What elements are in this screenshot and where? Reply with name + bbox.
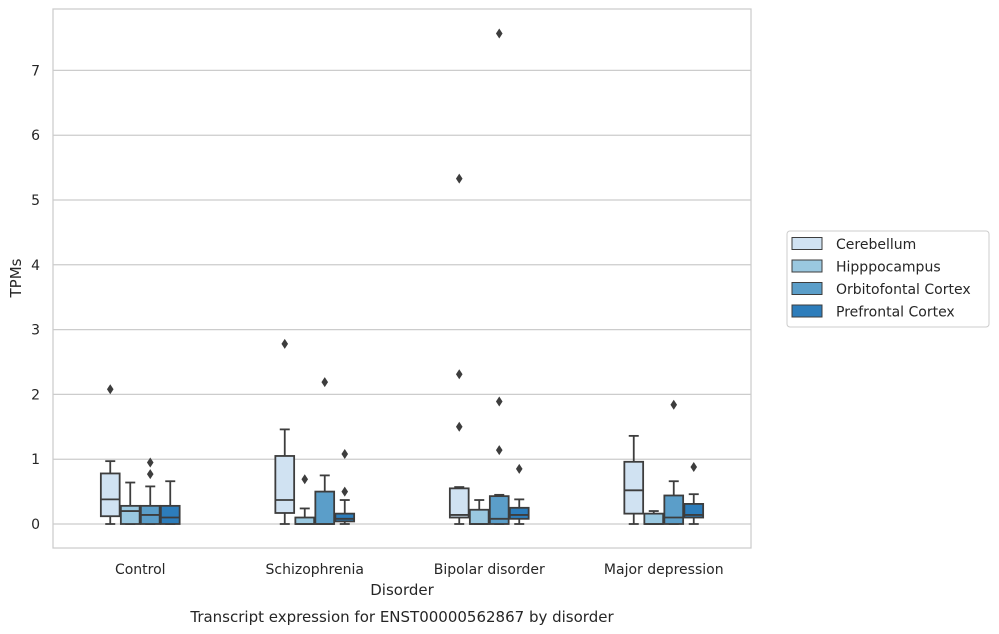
x-tick-labels: Control Schizophrenia Bipolar disorder Majo… xyxy=(115,562,724,578)
box-1-3 xyxy=(334,449,356,525)
outlier-point-2 xyxy=(495,28,503,39)
legend-frame xyxy=(786,230,990,328)
box-body xyxy=(448,487,470,519)
box-body xyxy=(294,516,316,525)
plot-area-frame xyxy=(52,8,752,549)
outlier-point-2 xyxy=(455,173,463,184)
y-tick-label-7: 7 xyxy=(31,63,40,79)
box-1-0 xyxy=(274,338,296,525)
outlier-point-0 xyxy=(146,469,154,480)
box-1-2 xyxy=(314,377,336,525)
outlier-point-1 xyxy=(495,396,503,407)
outlier-point-0 xyxy=(690,461,698,472)
legend-label-0: Cerebellum xyxy=(836,237,916,253)
outlier-point-0 xyxy=(495,445,503,456)
y-tick-label-6: 6 xyxy=(31,128,40,144)
box-body xyxy=(159,504,181,525)
box-body xyxy=(334,512,356,523)
outlier-point-1 xyxy=(455,369,463,380)
outlier-point-0 xyxy=(321,377,329,388)
box-3-0 xyxy=(623,434,645,525)
legend-swatch-1 xyxy=(791,259,823,273)
chart-title: Transcript expression for ENST0000056286… xyxy=(189,608,614,626)
x-tick-label-0: Control xyxy=(115,562,166,578)
box-2-2 xyxy=(488,28,510,525)
box-0-0 xyxy=(99,384,121,525)
outlier-point-0 xyxy=(281,338,289,349)
outlier-point-0 xyxy=(455,421,463,432)
legend-label-2: Orbitofontal Cortex xyxy=(836,282,971,298)
outlier-point-1 xyxy=(341,449,349,460)
legend-label-3: Prefrontal Cortex xyxy=(836,305,955,321)
outlier-point-0 xyxy=(341,486,349,497)
y-tick-labels: 0 1 2 3 4 5 6 7 xyxy=(31,63,40,533)
box-2-3 xyxy=(508,463,530,525)
y-tick-label-0: 0 xyxy=(31,517,40,533)
box-3-2 xyxy=(663,399,685,525)
box-3-3 xyxy=(683,461,705,525)
box-2-1 xyxy=(468,499,490,525)
y-tick-label-2: 2 xyxy=(31,387,40,403)
outlier-point-1 xyxy=(146,457,154,468)
legend-swatch-0 xyxy=(791,237,823,250)
x-tick-label-3: Major depression xyxy=(604,562,724,578)
box-body xyxy=(623,460,645,515)
legend-label-1: Hipppocampus xyxy=(836,260,941,276)
y-tick-label-4: 4 xyxy=(31,258,40,274)
box-body xyxy=(314,490,336,525)
outlier-point-0 xyxy=(106,384,114,395)
legend-swatch-2 xyxy=(791,282,823,295)
box-body xyxy=(663,494,685,525)
box-0-3 xyxy=(159,480,181,525)
legend: Cerebellum Hipppocampus Orbitofontal Corte… xyxy=(786,230,990,328)
x-axis-title: Disorder xyxy=(370,581,434,599)
y-tick-label-1: 1 xyxy=(31,452,40,468)
y-tick-label-5: 5 xyxy=(31,193,40,209)
box-1-1 xyxy=(294,474,316,525)
box-body xyxy=(119,504,141,525)
box-2-0 xyxy=(448,173,470,525)
box-body xyxy=(99,472,121,518)
boxes xyxy=(99,28,705,525)
box-3-1 xyxy=(643,510,665,525)
outlier-point-0 xyxy=(515,463,523,474)
box-body xyxy=(488,495,510,525)
y-axis-title: TPMs xyxy=(7,258,25,298)
x-tick-label-1: Schizophrenia xyxy=(266,562,364,578)
box-0-1 xyxy=(119,481,141,525)
legend-swatch-3 xyxy=(791,304,823,318)
box-body xyxy=(468,508,490,525)
outlier-point-0 xyxy=(670,399,678,410)
outlier-point-0 xyxy=(301,474,309,485)
y-tick-label-3: 3 xyxy=(31,323,40,339)
box-0-2 xyxy=(139,457,161,525)
box-body xyxy=(508,506,530,520)
box-body xyxy=(643,512,665,525)
x-tick-label-2: Bipolar disorder xyxy=(434,562,545,578)
box-body xyxy=(274,455,296,514)
gridlines xyxy=(53,69,751,525)
